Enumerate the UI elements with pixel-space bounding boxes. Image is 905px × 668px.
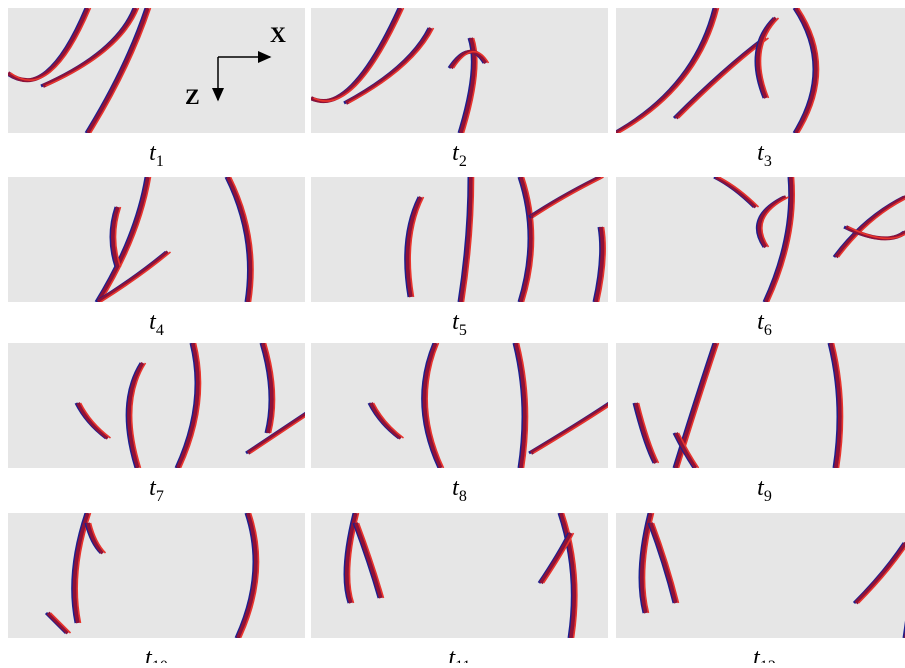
panel	[311, 343, 614, 468]
caption-index: 2	[459, 153, 467, 170]
panel	[6, 8, 305, 133]
panel	[616, 343, 905, 468]
panel	[309, 8, 608, 133]
panel	[311, 177, 608, 302]
panel	[8, 177, 305, 302]
panel-caption: t6	[757, 309, 772, 339]
panel	[616, 513, 905, 638]
caption-index: 12	[760, 658, 776, 663]
page: {"axes": {"x": "X", "z": "Z"}, "panels":…	[0, 0, 905, 663]
caption-index: 7	[156, 488, 164, 505]
caption-index: 5	[459, 322, 467, 339]
panel-caption: t12	[753, 645, 776, 663]
figure: X Z t1 t2 t3 t4 t5 t6 t7 t8 t9 t10 t11 t12	[0, 0, 905, 663]
panel	[616, 177, 905, 302]
panel-background	[616, 513, 905, 638]
caption-index: 4	[156, 322, 164, 339]
panel-caption: t4	[149, 309, 164, 339]
caption-index: 10	[152, 658, 168, 663]
panel-caption: t7	[149, 475, 164, 505]
caption-index: 3	[764, 153, 772, 170]
panel-background	[311, 343, 608, 468]
z-label: Z	[185, 84, 200, 109]
caption-index: 9	[764, 488, 772, 505]
panel-caption: t5	[452, 309, 467, 339]
panel-background	[616, 343, 905, 468]
caption-index: 6	[764, 322, 772, 339]
panel-caption: t3	[757, 140, 772, 170]
panel-caption: t10	[145, 645, 168, 663]
panel-caption: t11	[448, 645, 470, 663]
panel	[8, 513, 305, 638]
panel-caption: t1	[149, 140, 164, 170]
panel-caption: t2	[452, 140, 467, 170]
x-label: X	[270, 22, 286, 47]
panel-background	[8, 177, 305, 302]
panel-background	[311, 8, 608, 133]
caption-index: 1	[156, 153, 164, 170]
panel-caption: t8	[452, 475, 467, 505]
panel-caption: t9	[757, 475, 772, 505]
panel	[614, 8, 905, 133]
caption-index: 11	[455, 658, 470, 663]
panel	[8, 343, 311, 468]
caption-index: 8	[459, 488, 467, 505]
panel	[311, 513, 608, 638]
panel-background	[8, 343, 305, 468]
